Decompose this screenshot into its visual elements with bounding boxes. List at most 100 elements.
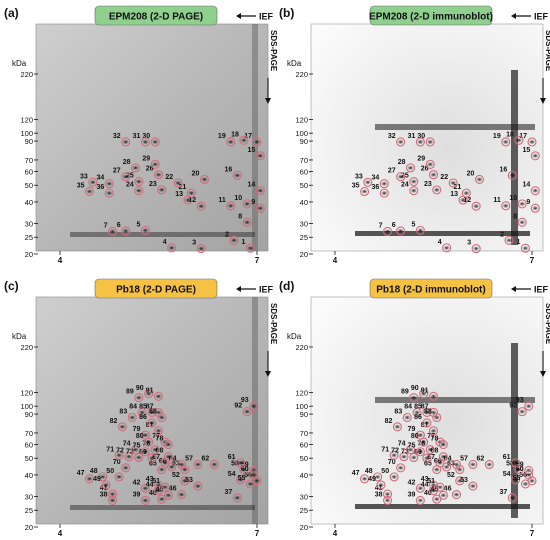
spot-circle — [255, 186, 265, 196]
protein-spot: 81 — [146, 422, 164, 436]
protein-spot: 8 — [513, 213, 527, 227]
protein-spot: 90 — [136, 385, 154, 399]
spot-number: 3 — [467, 240, 471, 247]
spot-number: 71 — [381, 446, 389, 453]
protein-spot: 7 — [379, 222, 393, 237]
spot-number: 42 — [133, 479, 141, 486]
panel-title-text: Pb18 (2-D PAGE) — [116, 285, 196, 296]
protein-spot: 37 — [500, 489, 517, 503]
spot-circle — [432, 412, 442, 423]
panel-title: Pb18 (2-D immunoblot) — [369, 278, 493, 299]
blot-band — [375, 397, 535, 403]
protein-spot: 29 — [142, 155, 160, 169]
protein-spot: 11 — [218, 197, 236, 211]
pi-tick-label: 7 — [530, 256, 535, 265]
sds-page-arrow: SDS-PAGE — [265, 303, 278, 377]
spot-number: 79 — [133, 426, 141, 433]
spot-number: 65 — [424, 461, 432, 468]
panel-title-text: EPM208 (2-D PAGE) — [109, 12, 203, 23]
sds-page-label: SDS-PAGE — [269, 303, 278, 345]
spot-number: 6 — [392, 222, 396, 229]
protein-spot: 37 — [225, 489, 242, 503]
spot-number: 11 — [493, 197, 501, 204]
protein-spot: 17 — [244, 133, 262, 147]
protein-spot: 47 — [352, 470, 370, 484]
spot-number: 48 — [90, 468, 98, 475]
spot-number: 90 — [136, 385, 144, 392]
spot-circle — [514, 135, 524, 145]
spot-number: 14 — [247, 182, 255, 189]
protein-spot: 40 — [149, 490, 167, 504]
mw-tick-label: 70 — [25, 429, 33, 438]
spot-number: 50 — [106, 468, 114, 475]
spot-number: 19 — [493, 133, 501, 140]
spot-number: 13 — [175, 191, 183, 198]
spot-number: 58 — [231, 461, 239, 468]
protein-spot: 22 — [165, 174, 183, 188]
spot-number: 16 — [225, 166, 233, 173]
spot-circle — [249, 401, 259, 411]
spot-number: 91 — [146, 387, 154, 394]
spot-circle — [144, 389, 154, 399]
spot-number: 36 — [371, 184, 379, 191]
spot-number: 71 — [106, 446, 114, 453]
protein-spot: 86 — [139, 414, 157, 428]
mw-tick-label: 60 — [25, 168, 33, 177]
spot-number: 93 — [516, 397, 524, 404]
spot-circle — [409, 452, 419, 463]
pi-tick-label: 7 — [530, 529, 535, 538]
spot-number: 76 — [142, 441, 150, 448]
protein-spot: 28 — [398, 159, 416, 173]
spot-number: 15 — [522, 147, 530, 154]
ief-arrow: IEF — [236, 12, 274, 22]
spot-number: 75 — [408, 443, 416, 450]
spot-number: 46 — [169, 486, 177, 493]
spot-number: 17 — [244, 133, 252, 140]
mw-tick-label: 70 — [25, 156, 33, 165]
mw-tick-label: 20 — [25, 523, 33, 532]
spot-number: 34 — [96, 175, 104, 182]
spot-circle — [163, 490, 173, 500]
mw-tick-label: 220 — [295, 343, 308, 352]
spot-circle — [121, 463, 131, 473]
mw-tick-label: 60 — [25, 441, 33, 450]
protein-spot: 35 — [352, 182, 370, 197]
spot-circle — [98, 472, 108, 482]
spot-circle — [147, 453, 157, 463]
sds-page-label: SDS-PAGE — [544, 30, 550, 72]
spot-number: 81 — [146, 422, 154, 429]
spot-circle — [442, 462, 452, 472]
spot-circle — [157, 185, 167, 195]
spot-circle — [461, 188, 471, 198]
protein-spot: 47 — [77, 470, 95, 484]
protein-spot: 24 — [401, 182, 419, 196]
spot-circle — [245, 243, 255, 253]
protein-spot: 71 — [381, 446, 399, 460]
spot-circle — [242, 407, 252, 417]
protein-spot: 36 — [371, 184, 389, 198]
mw-tick-label: 50 — [300, 454, 308, 463]
protein-spot: 18 — [231, 131, 249, 145]
spot-number: 72 — [116, 448, 124, 455]
spot-circle — [134, 186, 144, 196]
ief-arrow: IEF — [236, 285, 274, 295]
spot-circle — [226, 201, 236, 211]
protein-spot: 48 — [90, 468, 108, 482]
spot-number: 83 — [394, 409, 402, 416]
mw-tick-label: 90 — [25, 137, 33, 146]
spot-number: 44 — [146, 482, 154, 489]
spot-circle — [157, 412, 167, 423]
spot-number: 73 — [126, 448, 134, 455]
mw-tick-label: 50 — [25, 181, 33, 190]
protein-spot: 5 — [136, 221, 150, 235]
spot-number: 80 — [136, 433, 144, 440]
mw-tick-label: 40 — [25, 471, 33, 480]
spot-number: 16 — [500, 166, 508, 173]
spot-circle — [104, 179, 114, 189]
spot-number: 29 — [417, 155, 425, 162]
kda-label: kDa — [12, 332, 27, 341]
spot-circle — [252, 137, 262, 147]
protein-spot: 76 — [142, 441, 160, 455]
spot-number: 35 — [77, 182, 85, 189]
